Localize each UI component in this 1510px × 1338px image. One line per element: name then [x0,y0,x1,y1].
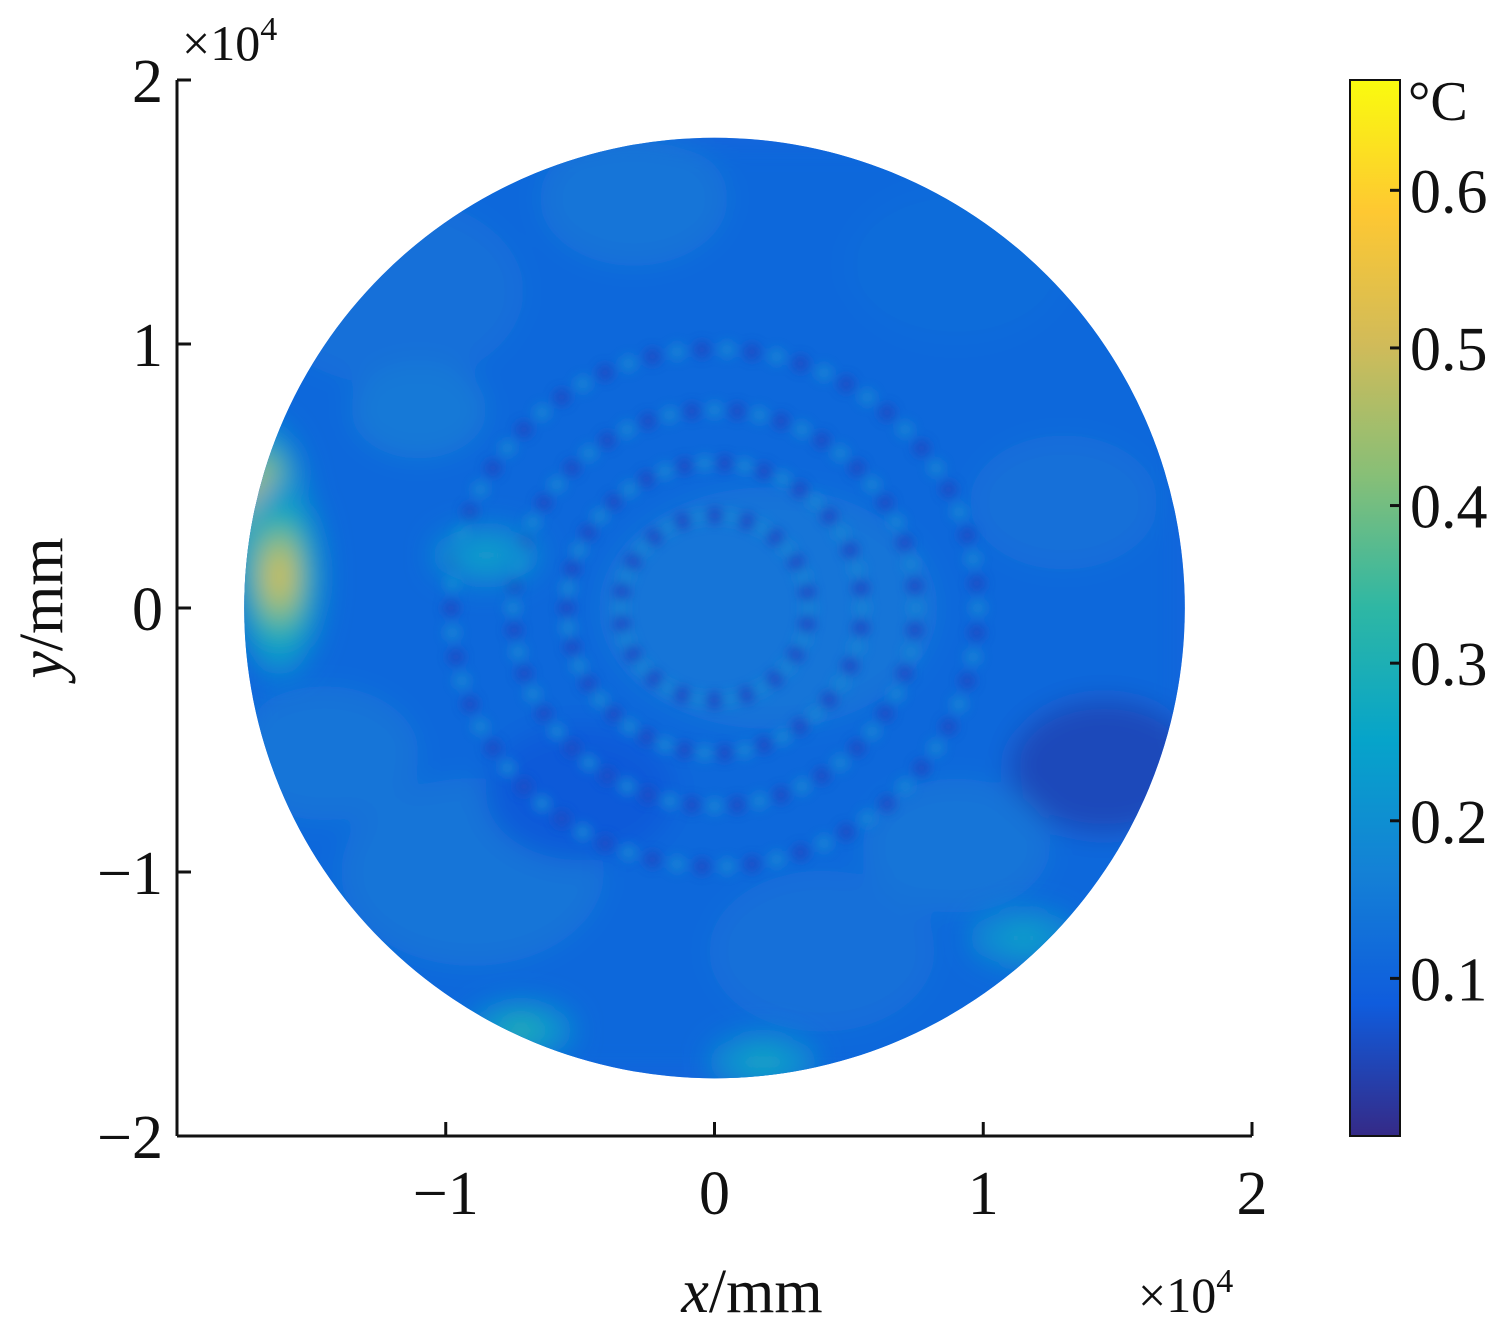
x-tick-label: 2 [1237,1160,1268,1228]
y-multiplier-exp: 4 [260,11,277,48]
y-tick-label: −1 [97,840,163,908]
x-axis-label-unit: /mm [709,1258,823,1326]
y-tick-label: 0 [132,576,163,644]
y-axis-label-var: y [8,651,76,685]
x-multiplier-exp: 4 [1216,1263,1233,1300]
x-multiplier: ×104 [1138,1263,1233,1323]
colorbar-gradient [1349,79,1401,1137]
colorbar-tick-label: 0.2 [1410,789,1488,857]
y-multiplier-base: ×10 [182,15,260,71]
y-tick-label: 1 [132,312,163,380]
x-axis-label-var: x [680,1258,709,1326]
colorbar-tick-label: 0.1 [1410,946,1488,1014]
colorbar-tick-label: 0.4 [1410,474,1488,542]
colorbar: 0.1 0.2 0.3 0.4 0.5 0.6 °C [1349,71,1488,1137]
y-axis-label: y/mm [8,537,76,684]
axes: −1 0 1 2 −2 −1 0 1 2 [97,48,1267,1228]
colorbar-tick-label: 0.6 [1410,158,1488,226]
x-tick-label: 0 [699,1160,730,1228]
y-multiplier: ×104 [182,11,277,71]
colorbar-unit: °C [1408,71,1468,133]
y-tick-label: −2 [97,1104,163,1172]
x-tick-label: −1 [413,1160,479,1228]
x-axis-label: x/mm [680,1258,822,1326]
heatmap-field [244,137,1185,1079]
colorbar-tick-label: 0.3 [1410,631,1488,699]
y-tick-label: 2 [132,48,163,116]
colorbar-tick-label: 0.5 [1410,316,1488,384]
y-axis-label-unit: /mm [8,537,76,651]
x-multiplier-base: ×10 [1138,1267,1216,1323]
x-tick-label: 1 [968,1160,999,1228]
